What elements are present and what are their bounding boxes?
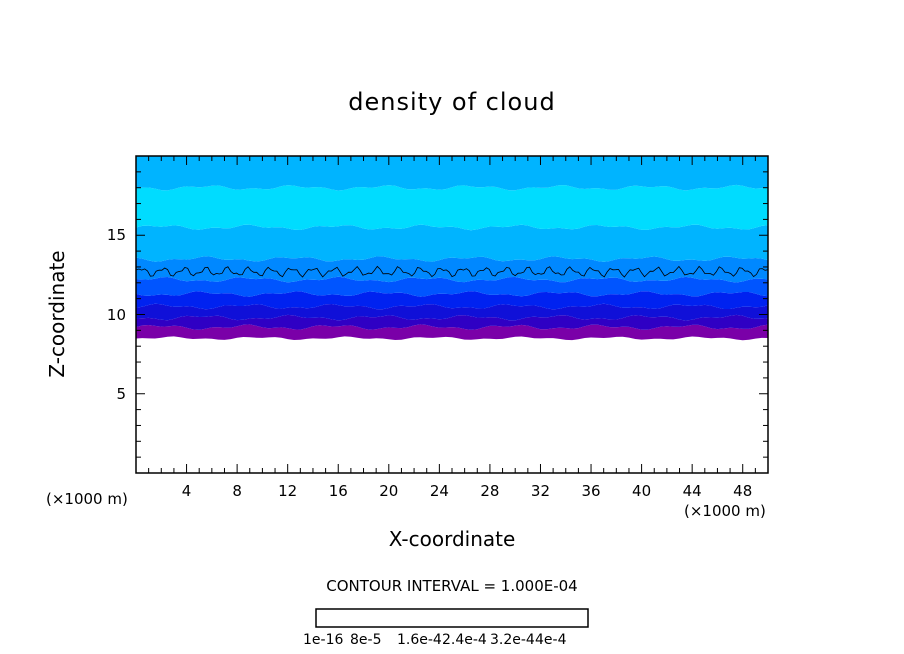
x-tick-label: 4 <box>181 482 192 500</box>
x-tick-label: 24 <box>429 482 449 500</box>
x-tick-label: 44 <box>682 482 702 500</box>
cloud-band-1 <box>136 314 768 330</box>
contour-path <box>136 265 768 278</box>
cloud-band-8 <box>136 156 768 191</box>
chart-title: density of cloud <box>348 88 556 116</box>
cloud-band-5 <box>136 256 768 283</box>
y-tick-label: 5 <box>116 384 126 403</box>
y-tick-label: 10 <box>106 305 126 324</box>
contour-line <box>136 265 768 278</box>
x-tick-label: 48 <box>733 482 753 500</box>
colorbar-label: 1.6e-4 <box>397 632 442 648</box>
cloud-band-3 <box>136 291 768 310</box>
colorbar-label: 8e-5 <box>350 632 382 648</box>
colorbar-label: 2.4e-4 <box>442 632 487 648</box>
axis-ticks <box>136 156 768 473</box>
cloud-band-7 <box>136 184 768 231</box>
x-tick-label: 40 <box>632 482 652 500</box>
cloud-band-0 <box>136 324 768 341</box>
y-unit-label: (×1000 m) <box>46 490 128 508</box>
x-tick-label: 16 <box>328 482 348 500</box>
colorbar-label: 1e-16 <box>303 632 344 648</box>
cloud-band-2 <box>136 303 768 321</box>
x-tick-label: 20 <box>379 482 399 500</box>
x-tick-label: 8 <box>232 482 242 500</box>
x-tick-label: 32 <box>530 482 551 500</box>
x-tick-label: 28 <box>480 482 500 500</box>
x-tick-label: 36 <box>581 482 601 500</box>
y-axis-label: Z-coordinate <box>45 250 69 378</box>
x-tick-label: 12 <box>278 482 298 500</box>
cloud-density-field <box>136 156 768 341</box>
cloud-band-4 <box>136 276 768 297</box>
cloud-band-6 <box>136 224 768 262</box>
colorbar <box>315 608 589 628</box>
y-tick-label: 15 <box>106 226 126 245</box>
colorbar-label: 3.2e-4 <box>490 632 535 648</box>
x-unit-label: (×1000 m) <box>684 502 766 520</box>
colorbar-label: 4e-4 <box>535 632 567 648</box>
contour-interval-text: CONTOUR INTERVAL = 1.000E-04 <box>326 577 578 595</box>
x-axis-label: X-coordinate <box>388 527 516 551</box>
colorbar-frame <box>315 608 589 628</box>
